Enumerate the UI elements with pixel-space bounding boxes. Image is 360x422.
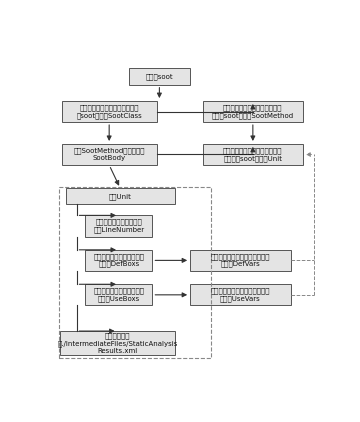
Text: 初始化soot: 初始化soot [145,73,173,80]
Text: 获取一条待分析语句，生成待分
析语句的soot实例：Unit: 获取一条待分析语句，生成待分 析语句的soot实例：Unit [223,147,283,162]
Text: 获得待分析语句所在行定义
集合：DefBoxs: 获得待分析语句所在行定义 集合：DefBoxs [94,253,144,268]
FancyBboxPatch shape [129,68,190,85]
FancyBboxPatch shape [203,144,303,165]
FancyBboxPatch shape [85,284,152,306]
FancyBboxPatch shape [190,250,291,271]
FancyBboxPatch shape [85,250,152,271]
Text: 获得待分析语句所在行行
号：LineNumber: 获得待分析语句所在行行 号：LineNumber [93,219,144,233]
FancyBboxPatch shape [203,101,303,122]
FancyBboxPatch shape [190,284,291,306]
Text: 获得待分析语句所在行使用变量
集合：UseVars: 获得待分析语句所在行使用变量 集合：UseVars [211,288,270,302]
Text: 获得待分析语句所在行定义变量
集合：DefVars: 获得待分析语句所在行定义变量 集合：DefVars [211,253,270,268]
Text: 获取待分析的类，生成待分析类
的soot实例：SootClass: 获取待分析的类，生成待分析类 的soot实例：SootClass [76,105,142,119]
FancyBboxPatch shape [62,144,157,165]
Text: 记录分析结果
至./IntermediateFiles/StaticAnalysis
Results.xml: 记录分析结果 至./IntermediateFiles/StaticAnalys… [57,333,178,354]
FancyBboxPatch shape [66,188,175,204]
FancyBboxPatch shape [85,215,152,236]
Text: 建立SootMethod的方法体：
SootBody: 建立SootMethod的方法体： SootBody [73,148,145,161]
Text: 获得待分析语句所在行使用
集合：UseBoxs: 获得待分析语句所在行使用 集合：UseBoxs [94,288,144,302]
FancyBboxPatch shape [62,101,157,122]
Text: 分析Unit: 分析Unit [109,193,132,200]
FancyBboxPatch shape [60,331,175,355]
Text: 获取待分析的方法，生成待分析
方法的soot实例：SootMethod: 获取待分析的方法，生成待分析 方法的soot实例：SootMethod [212,105,294,119]
